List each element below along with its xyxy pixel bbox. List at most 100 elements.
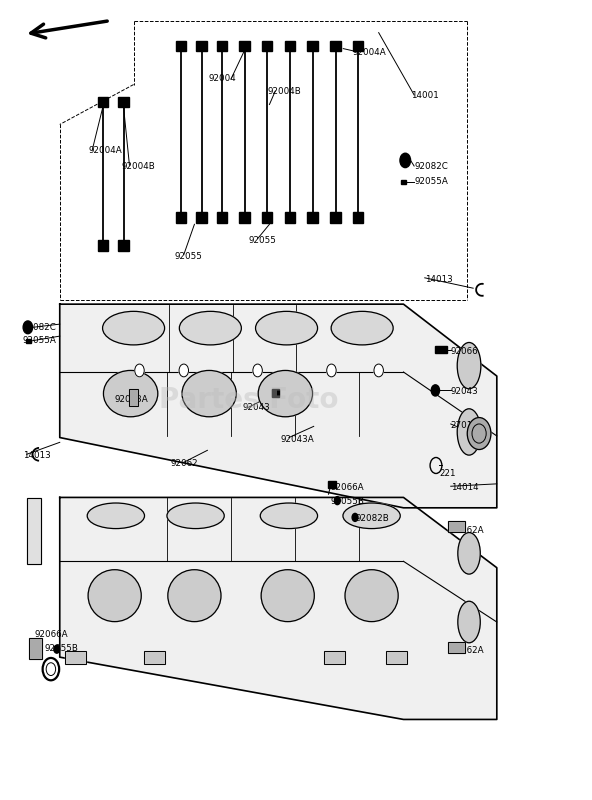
Bar xyxy=(448,642,465,653)
Bar xyxy=(353,212,363,222)
Text: 14013: 14013 xyxy=(22,450,50,460)
Bar xyxy=(330,41,341,51)
Circle shape xyxy=(135,364,144,377)
Circle shape xyxy=(467,418,491,450)
Bar xyxy=(118,240,129,250)
Text: 92066A: 92066A xyxy=(35,630,69,639)
Text: 92043: 92043 xyxy=(451,386,478,396)
Text: 92062A: 92062A xyxy=(451,646,484,655)
Text: 92043A: 92043A xyxy=(280,434,314,444)
Bar xyxy=(98,97,108,107)
Ellipse shape xyxy=(182,370,236,417)
Text: 14014: 14014 xyxy=(451,482,478,491)
Bar xyxy=(386,650,407,663)
Bar xyxy=(386,650,407,663)
Bar xyxy=(130,389,138,406)
Ellipse shape xyxy=(102,311,165,345)
Text: 92055A: 92055A xyxy=(22,337,56,346)
Circle shape xyxy=(253,364,262,377)
Ellipse shape xyxy=(345,570,398,622)
Ellipse shape xyxy=(104,370,158,417)
Bar xyxy=(118,97,129,107)
Bar xyxy=(27,498,41,564)
Bar xyxy=(448,642,465,653)
Bar xyxy=(130,389,138,406)
Text: 92082C: 92082C xyxy=(414,162,448,170)
Bar xyxy=(25,338,31,343)
Bar xyxy=(175,212,186,222)
Ellipse shape xyxy=(256,311,317,345)
Ellipse shape xyxy=(343,503,400,529)
Polygon shape xyxy=(60,304,497,508)
Bar xyxy=(307,41,318,51)
Bar xyxy=(330,212,341,222)
Text: 92004B: 92004B xyxy=(122,162,156,170)
Text: 14013: 14013 xyxy=(424,275,452,284)
Bar xyxy=(239,41,250,51)
Bar xyxy=(29,638,42,658)
Bar xyxy=(448,521,465,532)
Circle shape xyxy=(400,154,411,168)
Ellipse shape xyxy=(457,342,481,389)
Bar xyxy=(98,240,108,250)
Text: 92004A: 92004A xyxy=(88,146,122,155)
Ellipse shape xyxy=(88,570,141,622)
Bar xyxy=(435,346,447,353)
Bar xyxy=(307,212,318,222)
Bar xyxy=(262,212,272,222)
Bar xyxy=(196,41,207,51)
Circle shape xyxy=(54,645,60,653)
Bar xyxy=(65,650,86,663)
Text: Partes Foto: Partes Foto xyxy=(159,386,339,414)
Circle shape xyxy=(23,321,33,334)
Text: 92004B: 92004B xyxy=(268,87,301,96)
Circle shape xyxy=(334,497,340,505)
Text: 92055B: 92055B xyxy=(330,497,364,506)
Bar xyxy=(29,638,42,658)
Bar xyxy=(353,41,363,51)
Bar xyxy=(285,41,295,51)
Circle shape xyxy=(352,514,358,522)
Text: 14001: 14001 xyxy=(411,91,439,100)
Bar xyxy=(144,650,165,663)
Text: 92082C: 92082C xyxy=(22,323,56,332)
Bar xyxy=(217,212,227,222)
Text: 92043A: 92043A xyxy=(115,394,149,404)
Text: 92062: 92062 xyxy=(170,458,198,467)
Ellipse shape xyxy=(458,602,480,642)
Text: 92004A: 92004A xyxy=(352,48,386,57)
Ellipse shape xyxy=(260,503,317,529)
Circle shape xyxy=(374,364,384,377)
Text: 92004: 92004 xyxy=(208,74,236,83)
Bar xyxy=(401,179,407,184)
Ellipse shape xyxy=(331,311,393,345)
Bar xyxy=(272,389,279,397)
Ellipse shape xyxy=(457,409,481,455)
Ellipse shape xyxy=(458,533,480,574)
Text: 221: 221 xyxy=(439,469,455,478)
Bar xyxy=(262,41,272,51)
Bar xyxy=(196,212,207,222)
Bar xyxy=(328,481,336,488)
Text: 92066: 92066 xyxy=(451,346,478,356)
Text: 92055: 92055 xyxy=(249,236,276,245)
Ellipse shape xyxy=(87,503,144,529)
Ellipse shape xyxy=(167,503,224,529)
Ellipse shape xyxy=(261,570,314,622)
Bar xyxy=(239,212,250,222)
Text: 92082B: 92082B xyxy=(355,514,389,523)
Polygon shape xyxy=(60,498,497,719)
Bar xyxy=(448,521,465,532)
Text: 92055B: 92055B xyxy=(45,644,79,653)
Text: 27010: 27010 xyxy=(451,421,478,430)
Text: 92062A: 92062A xyxy=(451,526,484,535)
Bar xyxy=(65,650,86,663)
Ellipse shape xyxy=(168,570,221,622)
Circle shape xyxy=(327,364,336,377)
Text: 92055: 92055 xyxy=(175,252,203,261)
Bar xyxy=(324,650,345,663)
Bar xyxy=(27,498,41,564)
Bar xyxy=(175,41,186,51)
Ellipse shape xyxy=(258,370,313,417)
Bar xyxy=(144,650,165,663)
